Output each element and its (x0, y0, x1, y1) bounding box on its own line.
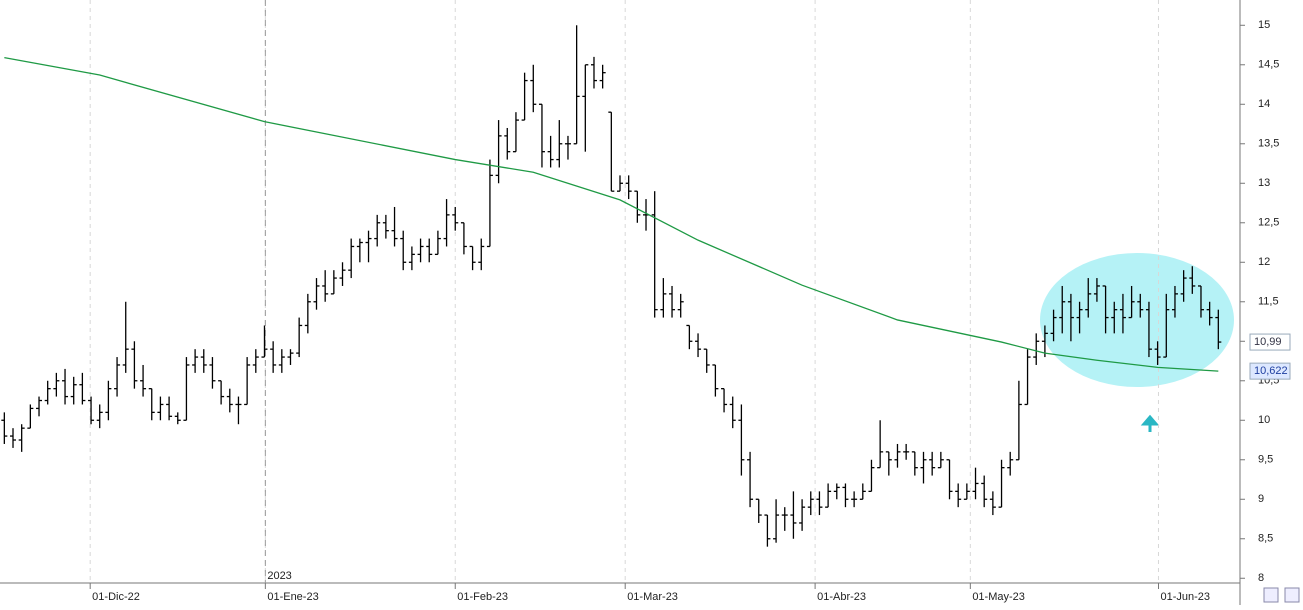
y-tick-label: 9,5 (1258, 454, 1273, 466)
x-tick-label: 01-May-23 (972, 591, 1025, 603)
x-tick-label: 01-Feb-23 (457, 591, 508, 603)
y-tick-label: 13 (1258, 177, 1270, 189)
annotation-arrow (1140, 414, 1160, 432)
x-tick-label: 01-Mar-23 (627, 591, 678, 603)
price-label: 10,99 (1254, 336, 1282, 348)
price-label: 10,622 (1254, 365, 1288, 377)
y-tick-label: 8,5 (1258, 533, 1273, 545)
y-tick-label: 12 (1258, 256, 1270, 268)
year-label: 2023 (267, 570, 291, 582)
save-icon[interactable] (1284, 587, 1300, 603)
y-tick-label: 13,5 (1258, 138, 1279, 150)
x-tick-label: 01-Ene-23 (267, 591, 318, 603)
y-tick-label: 9 (1258, 493, 1264, 505)
price-label-box (1249, 362, 1291, 380)
price-label-box (1249, 333, 1291, 351)
y-tick-label: 15 (1258, 19, 1270, 31)
x-tick-label: 01-Abr-23 (817, 591, 866, 603)
moving-average-line (4, 57, 1219, 372)
y-tick-label: 11,5 (1258, 296, 1279, 308)
x-tick-label: 01-Dic-22 (92, 591, 140, 603)
y-tick-label: 12,5 (1258, 217, 1279, 229)
y-tick-label: 14,5 (1258, 59, 1279, 71)
y-tick-label: 14 (1258, 98, 1270, 110)
y-tick-label: 10 (1258, 414, 1270, 426)
zoom-icon[interactable] (1263, 587, 1279, 603)
x-tick-label: 01-Jun-23 (1160, 591, 1210, 603)
highlight-ellipse (1040, 253, 1234, 387)
y-tick-label: 8 (1258, 572, 1264, 584)
